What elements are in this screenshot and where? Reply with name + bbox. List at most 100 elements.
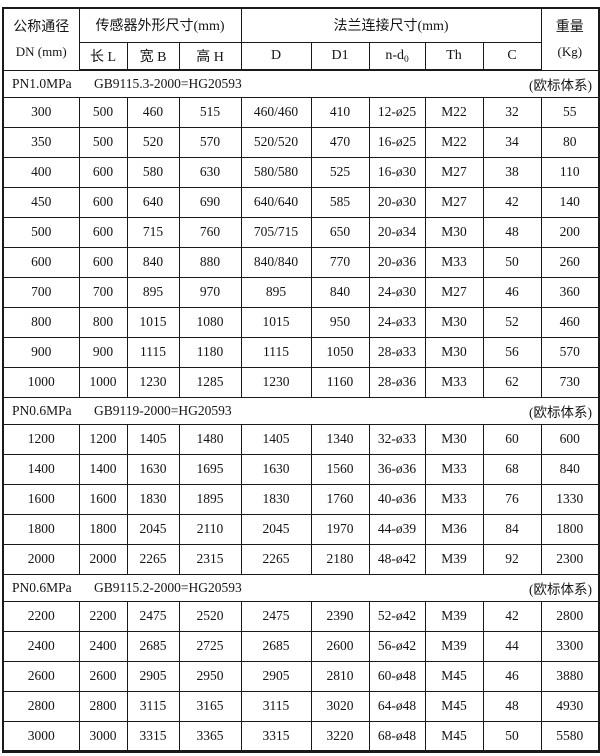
section-system-label: (欧标体系) [529,77,593,93]
table-row: 2200 2200 2475 2520 2475 2390 52-ø42 M39… [2,600,600,632]
cell-c: 34 [482,126,542,158]
cell-c: 50 [482,720,542,752]
cell-height-h: 2110 [178,513,242,545]
cell-d1: 3220 [310,720,370,752]
table-row: 2800 2800 3115 3165 3115 3020 64-ø48 M45… [2,690,600,722]
table-row: 2400 2400 2685 2725 2685 2600 56-ø42 M39… [2,630,600,662]
header-nominal-diameter: 公称通径 DN (mm) [2,7,80,71]
cell-d: 2045 [240,513,312,545]
cell-weight: 260 [540,246,600,278]
cell-th: M45 [424,720,484,752]
flowmeter-dimension-table: 公称通径 DN (mm) 传感器外形尺寸(mm) 法兰连接尺寸(mm) 重量 (… [1,7,600,753]
table-row: 350 500 520 570 520/520 470 16-ø25 M22 3… [2,126,600,158]
cell-dn: 450 [2,186,80,218]
cell-dn: 1000 [2,366,80,398]
cell-th: M30 [424,336,484,368]
section-inner: PN0.6MPa GB9115.2-2000=HG20593 (欧标体系) [5,578,597,598]
header-weight-title: 重量 [555,20,584,36]
cell-th: M27 [424,276,484,308]
cell-weight: 4930 [540,690,600,722]
section-row: PN0.6MPa GB9115.2-2000=HG20593 (欧标体系) [1,573,600,602]
cell-length-l: 500 [78,126,128,158]
cell-c: 56 [482,336,542,368]
cell-dn: 700 [2,276,80,308]
cell-c: 42 [482,186,542,218]
cell-height-h: 970 [178,276,242,308]
cell-c: 38 [482,156,542,188]
cell-width-b: 3315 [126,720,180,752]
table-row: 900 900 1115 1180 1115 1050 28-ø33 M30 5… [2,336,600,368]
cell-dn: 3000 [2,720,80,752]
section-standard-code: GB9115.3-2000=HG20593 [94,75,242,91]
cell-th: M39 [424,630,484,662]
cell-n-d0: 16-ø25 [368,126,426,158]
cell-dn: 2800 [2,690,80,722]
cell-c: 52 [482,306,542,338]
cell-height-h: 2520 [178,600,242,632]
cell-weight: 55 [540,96,600,128]
cell-n-d0: 20-ø34 [368,216,426,248]
cell-n-d0: 28-ø33 [368,336,426,368]
cell-height-h: 1895 [178,483,242,515]
cell-height-h: 1080 [178,306,242,338]
table-row: 700 700 895 970 895 840 24-ø30 M27 46 36… [2,276,600,308]
cell-height-h: 2950 [178,660,242,692]
cell-d1: 585 [310,186,370,218]
table-row: 400 600 580 630 580/580 525 16-ø30 M27 3… [2,156,600,188]
cell-height-h: 2725 [178,630,242,662]
table-row: 450 600 640 690 640/640 585 20-ø30 M27 4… [2,186,600,218]
cell-weight: 140 [540,186,600,218]
cell-d: 3115 [240,690,312,722]
header-col-d1: D1 [310,41,370,71]
cell-weight: 3300 [540,630,600,662]
cell-width-b: 2475 [126,600,180,632]
cell-d1: 2810 [310,660,370,692]
cell-height-h: 570 [178,126,242,158]
cell-c: 46 [482,276,542,308]
cell-width-b: 460 [126,96,180,128]
cell-d1: 770 [310,246,370,278]
header-col-n-d0: n-d0 [368,41,426,71]
cell-width-b: 2905 [126,660,180,692]
header-col-width-b: 宽 B [126,41,180,71]
cell-th: M30 [424,216,484,248]
cell-weight: 1330 [540,483,600,515]
cell-length-l: 1200 [78,423,128,455]
cell-height-h: 690 [178,186,242,218]
cell-d: 705/715 [240,216,312,248]
cell-length-l: 500 [78,96,128,128]
cell-width-b: 3115 [126,690,180,722]
cell-height-h: 880 [178,246,242,278]
cell-width-b: 1230 [126,366,180,398]
table-row: 1600 1600 1830 1895 1830 1760 40-ø36 M33… [2,483,600,515]
cell-th: M45 [424,660,484,692]
cell-height-h: 630 [178,156,242,188]
cell-d1: 2600 [310,630,370,662]
table-row: 1000 1000 1230 1285 1230 1160 28-ø36 M33… [2,366,600,398]
cell-weight: 5580 [540,720,600,752]
section-standard-code: GB9115.2-2000=HG20593 [94,579,242,595]
cell-weight: 730 [540,366,600,398]
cell-height-h: 1180 [178,336,242,368]
cell-d1: 3020 [310,690,370,722]
cell-dn: 1200 [2,423,80,455]
cell-d: 1830 [240,483,312,515]
cell-weight: 200 [540,216,600,248]
cell-height-h: 760 [178,216,242,248]
cell-d: 1015 [240,306,312,338]
cell-c: 42 [482,600,542,632]
cell-length-l: 600 [78,216,128,248]
cell-weight: 110 [540,156,600,188]
cell-dn: 2000 [2,543,80,575]
cell-c: 84 [482,513,542,545]
cell-dn: 2400 [2,630,80,662]
cell-width-b: 895 [126,276,180,308]
table-row: 800 800 1015 1080 1015 950 24-ø33 M30 52… [2,306,600,338]
cell-th: M22 [424,96,484,128]
cell-length-l: 800 [78,306,128,338]
cell-c: 92 [482,543,542,575]
cell-d: 3315 [240,720,312,752]
cell-height-h: 2315 [178,543,242,575]
cell-c: 76 [482,483,542,515]
cell-length-l: 2800 [78,690,128,722]
